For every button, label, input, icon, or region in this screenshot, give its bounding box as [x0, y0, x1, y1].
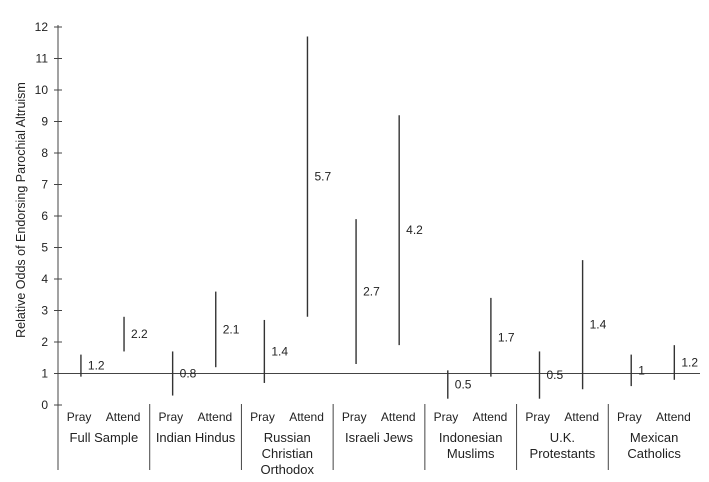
point-label: 1.4: [590, 318, 607, 332]
sub-label: Pray: [434, 410, 459, 424]
point-label: 2.1: [223, 322, 240, 336]
y-tick-label: 7: [41, 178, 48, 192]
point-label: 4.2: [406, 223, 423, 237]
sub-label: Attend: [656, 410, 691, 424]
sub-label: Pray: [342, 410, 367, 424]
sub-label: Pray: [250, 410, 275, 424]
point-label: 2.7: [363, 285, 380, 299]
y-tick-label: 0: [41, 398, 48, 412]
group-label: Israeli Jews: [345, 430, 413, 445]
group-label: Mexican Catholics: [627, 430, 681, 461]
point-label: 5.7: [314, 170, 331, 184]
sub-label: Pray: [158, 410, 183, 424]
group-label-line: Protestants: [530, 446, 596, 461]
group-label-line: Christian: [262, 446, 313, 461]
y-tick-label: 8: [41, 146, 48, 160]
sub-label: Attend: [564, 410, 599, 424]
y-tick-label: 4: [41, 272, 48, 286]
y-tick-label: 5: [41, 241, 48, 255]
sub-label: Attend: [197, 410, 232, 424]
group-label-line: Orthodox: [261, 462, 315, 477]
group-label: Full Sample: [70, 430, 139, 445]
sub-label: Attend: [473, 410, 508, 424]
group-label-line: Indonesian: [439, 430, 503, 445]
y-tick-label: 6: [41, 209, 48, 223]
group-label: Indian Hindus: [156, 430, 236, 445]
point-label: 1: [638, 363, 645, 377]
point-label: 0.5: [547, 368, 564, 382]
group-label-line: Full Sample: [70, 430, 139, 445]
group-label-line: Mexican: [630, 430, 678, 445]
point-label: 1.4: [271, 344, 288, 358]
point-label: 0.8: [180, 367, 197, 381]
group-label: Indonesian Muslims: [439, 430, 503, 461]
group-label-line: Russian: [264, 430, 311, 445]
point-label: 0.5: [455, 378, 472, 392]
group-label-line: Catholics: [627, 446, 681, 461]
point-label: 1.2: [681, 355, 698, 369]
y-tick-label: 12: [35, 20, 49, 34]
group-label-line: U.K.: [550, 430, 575, 445]
y-tick-label: 1: [41, 367, 48, 381]
y-tick-label: 11: [36, 52, 49, 66]
y-tick-label: 2: [41, 335, 48, 349]
sub-label: Pray: [525, 410, 550, 424]
point-label: 1.2: [88, 359, 105, 373]
sub-label: Pray: [67, 410, 92, 424]
sub-label: Attend: [106, 410, 141, 424]
sub-label: Attend: [289, 410, 324, 424]
group-label: U.K. Protestants: [530, 430, 596, 461]
y-tick-label: 10: [35, 83, 49, 97]
y-tick-label: 9: [41, 115, 48, 129]
group-label-line: Muslims: [447, 446, 495, 461]
group-label: Russian Christian Orthodox: [261, 430, 315, 477]
sub-label: Attend: [381, 410, 416, 424]
sub-label: Pray: [617, 410, 642, 424]
y-tick-label: 3: [41, 304, 48, 318]
point-label: 1.7: [498, 330, 515, 344]
category-labels: Pray Attend Full Sample Pray Attend Indian Hi…: [67, 410, 691, 477]
range-marks: 1.2 2.2 0.8 2.1 1.4 5.7 2.7 4.2 0.5 1.7 0.5 1.4 1 1.2: [80, 36, 698, 399]
group-label-line: Israeli Jews: [345, 430, 413, 445]
y-axis-label: Relative Odds of Endorsing Parochial Alt…: [14, 82, 28, 338]
group-label-line: Indian Hindus: [156, 430, 236, 445]
point-label: 2.2: [131, 327, 148, 341]
